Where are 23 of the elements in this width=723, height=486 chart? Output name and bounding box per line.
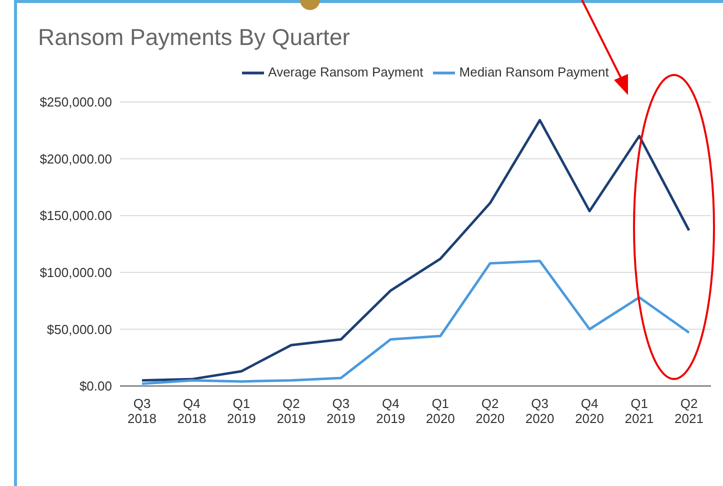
x-tick-label: Q4 2019: [376, 396, 406, 426]
x-tick-label: Q2 2021: [674, 396, 704, 426]
x-tick-label: Q3 2020: [525, 396, 554, 426]
x-tick-label: Q1 2019: [226, 396, 256, 426]
line-series: [140, 118, 690, 382]
x-tick-label: Q2 2019: [276, 396, 306, 426]
x-tick-label: Q3 2019: [326, 396, 356, 426]
x-tick-label: Q4 2018: [177, 396, 206, 426]
y-tick-label: $250,000.00: [40, 94, 112, 110]
y-tick-label: $100,000.00: [40, 265, 112, 280]
y-tick-label: $150,000.00: [40, 208, 112, 224]
x-tick-label: Q4 2020: [575, 396, 604, 426]
y-tick-label: $0.00: [79, 378, 112, 394]
x-tick-label: Q3 2018: [128, 396, 156, 426]
y-tick-label: $50,000.00: [46, 322, 112, 337]
x-tick-label: Q1 2020: [426, 396, 455, 426]
x-tick-label: Q1 2021: [624, 396, 654, 426]
line-series: [140, 260, 690, 385]
y-tick-label: $200,000.00: [40, 151, 112, 166]
x-tick-label: Q2 2020: [476, 396, 505, 426]
chart-title: Ransom Payments By Quarter: [38, 24, 350, 51]
legend-label: Median Ransom Payment: [459, 64, 609, 80]
legend-label: Average Ransom Payment: [268, 64, 424, 80]
